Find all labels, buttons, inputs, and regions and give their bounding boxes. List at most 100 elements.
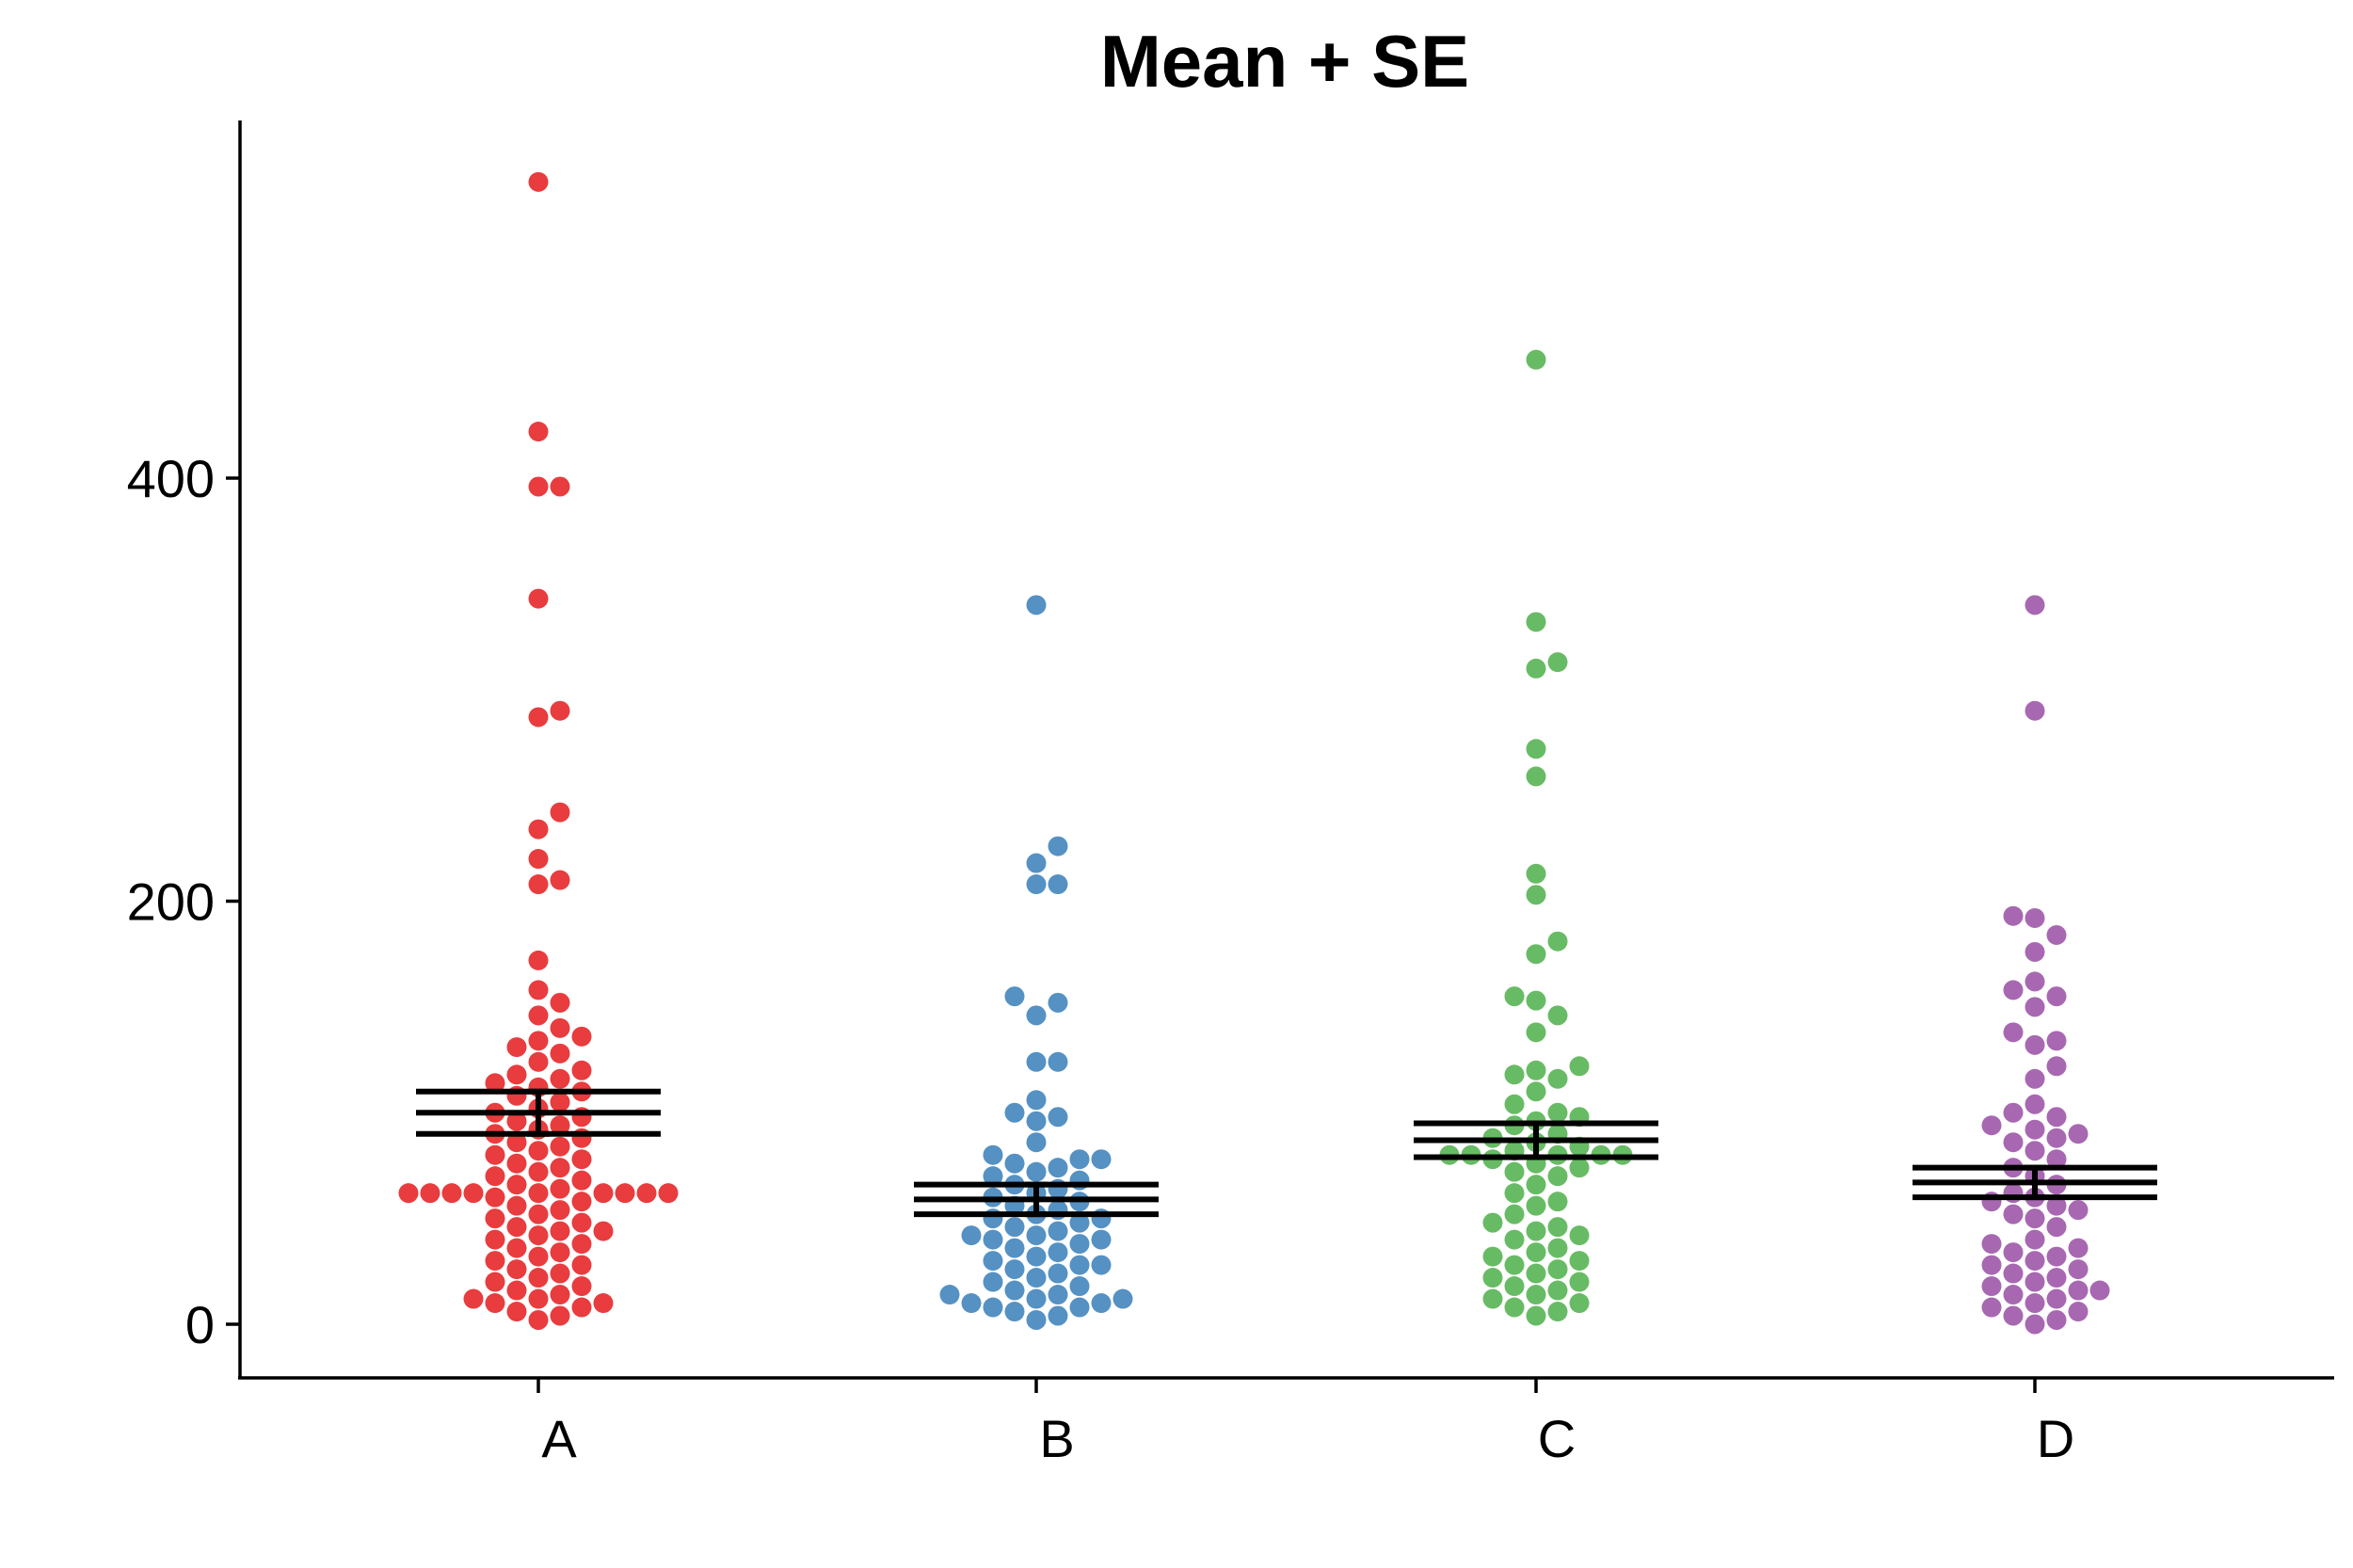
data-point-a — [528, 422, 549, 442]
data-point-d — [2025, 971, 2045, 992]
data-point-c — [1547, 1192, 1568, 1212]
data-point-d — [2046, 1217, 2067, 1238]
data-point-b — [1004, 1259, 1025, 1280]
data-point-b — [1004, 1153, 1025, 1174]
data-point-c — [1547, 652, 1568, 673]
data-point-a — [506, 1280, 527, 1301]
data-point-a — [571, 1170, 592, 1191]
y-axis-ticks: 0 200 400 — [127, 449, 240, 1354]
data-point-d — [2003, 1102, 2024, 1123]
x-tick-label: B — [1039, 1409, 1074, 1468]
data-point-d — [1981, 1276, 2002, 1297]
data-point-d — [2003, 1242, 2024, 1263]
x-axis-ticks: A B C D — [536, 1378, 2074, 1468]
data-point-a — [528, 476, 549, 497]
data-point-d — [2025, 1094, 2045, 1114]
data-point-c — [1526, 885, 1546, 905]
data-point-d — [2025, 700, 2045, 721]
y-tick-label: 0 — [185, 1295, 215, 1354]
data-point-a — [506, 1037, 527, 1058]
data-point-a — [550, 1178, 570, 1199]
data-point-a — [506, 1217, 527, 1238]
data-point-a — [571, 1297, 592, 1318]
data-point-d — [2046, 1268, 2067, 1288]
data-point-a — [528, 1161, 549, 1182]
data-point-c — [1526, 739, 1546, 760]
data-point-a — [528, 1268, 549, 1288]
data-point-b — [1026, 1246, 1047, 1267]
data-point-a — [506, 1153, 527, 1174]
data-point-c — [1547, 1005, 1568, 1026]
data-point-a — [506, 1195, 527, 1216]
data-point-d — [2046, 986, 2067, 1007]
data-point-a — [485, 1166, 505, 1187]
data-point-a — [528, 874, 549, 895]
data-point-b — [1026, 874, 1047, 895]
data-point-d — [2025, 1293, 2045, 1314]
data-point-d — [2046, 1149, 2067, 1170]
data-point-b — [1069, 1255, 1090, 1275]
data-point-a — [485, 1073, 505, 1094]
data-point-a — [550, 1200, 570, 1221]
data-point-a — [550, 1285, 570, 1305]
data-point-a — [550, 1115, 570, 1136]
data-points — [398, 171, 2110, 1335]
data-point-a — [506, 1259, 527, 1280]
data-point-c — [1547, 1238, 1568, 1258]
data-point-d — [2025, 997, 2045, 1017]
data-point-d — [2003, 1022, 2024, 1043]
data-point-b — [1048, 1221, 1068, 1241]
data-point-a — [528, 1225, 549, 1246]
data-point-b — [983, 1272, 1003, 1292]
data-point-d — [1981, 1234, 2002, 1255]
data-point-a — [485, 1229, 505, 1250]
data-point-c — [1482, 1212, 1503, 1233]
data-point-c — [1526, 1221, 1546, 1241]
data-point-a — [550, 476, 570, 497]
data-point-a — [420, 1183, 440, 1204]
data-point-d — [2046, 1128, 2067, 1148]
data-point-d — [2046, 1246, 2067, 1267]
data-point-b — [1026, 1310, 1047, 1331]
data-point-c — [1547, 1302, 1568, 1322]
data-point-b — [1091, 1255, 1112, 1275]
data-point-a — [550, 1263, 570, 1284]
data-point-b — [1069, 1297, 1090, 1318]
data-point-c — [1547, 1068, 1568, 1089]
data-point-b — [1048, 1285, 1068, 1305]
data-point-a — [571, 1192, 592, 1212]
data-point-a — [550, 1043, 570, 1064]
mean-se-summaries — [416, 1088, 2157, 1218]
data-point-a — [550, 700, 570, 721]
data-point-c — [1547, 1102, 1568, 1123]
data-point-a — [550, 1158, 570, 1178]
data-point-d — [2089, 1280, 2110, 1301]
data-point-a — [506, 1111, 527, 1131]
data-point-c — [1526, 1242, 1546, 1263]
data-point-d — [2025, 1208, 2045, 1229]
data-point-b — [1069, 1212, 1090, 1233]
data-point-d — [2003, 1132, 2024, 1153]
data-point-c — [1526, 658, 1546, 679]
data-point-a — [593, 1183, 614, 1204]
data-point-a — [485, 1293, 505, 1314]
data-point-b — [1048, 836, 1068, 856]
data-point-a — [528, 1246, 549, 1267]
data-point-c — [1526, 863, 1546, 884]
data-point-d — [2068, 1302, 2089, 1322]
data-point-a — [593, 1221, 614, 1241]
data-point-a — [528, 1031, 549, 1051]
data-point-a — [615, 1183, 635, 1204]
data-point-c — [1569, 1293, 1590, 1314]
data-point-c — [1482, 1268, 1503, 1288]
data-point-c — [1547, 931, 1568, 952]
data-point-a — [528, 1204, 549, 1224]
data-point-d — [2046, 924, 2067, 945]
data-point-c — [1569, 1158, 1590, 1178]
data-point-c — [1482, 1288, 1503, 1309]
data-point-a — [550, 1017, 570, 1038]
data-point-b — [1026, 1090, 1047, 1111]
data-point-b — [1004, 1302, 1025, 1322]
data-point-c — [1526, 1081, 1546, 1102]
data-point-a — [485, 1187, 505, 1208]
